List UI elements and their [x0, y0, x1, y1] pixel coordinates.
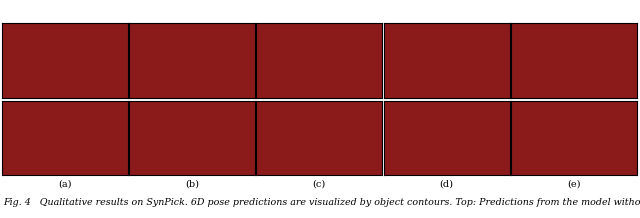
- Text: (e): (e): [567, 180, 580, 189]
- Text: (c): (c): [313, 180, 326, 189]
- Text: (b): (b): [185, 180, 199, 189]
- Text: (d): (d): [440, 180, 454, 189]
- Text: Fig. 4   Qualitative results on SynPick. 6D pose predictions are visualized by o: Fig. 4 Qualitative results on SynPick. 6…: [3, 198, 640, 207]
- Text: (a): (a): [58, 180, 72, 189]
